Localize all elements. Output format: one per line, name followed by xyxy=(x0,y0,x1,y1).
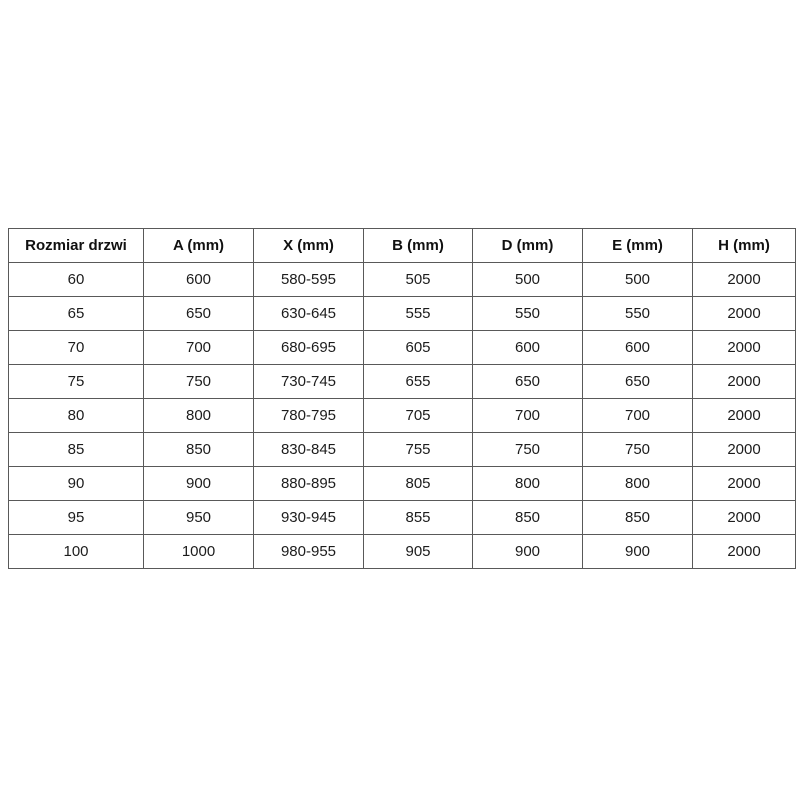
table-cell: 80 xyxy=(8,398,144,433)
table-row: 70 700 680-695 605 600 600 2000 xyxy=(8,330,796,365)
table-cell: 930-945 xyxy=(253,500,364,535)
table-cell: 505 xyxy=(363,262,473,297)
table-cell: 90 xyxy=(8,466,144,501)
table-cell: 2000 xyxy=(692,534,796,569)
table-cell: 605 xyxy=(363,330,473,365)
table-cell: 900 xyxy=(472,534,583,569)
table-cell: 850 xyxy=(472,500,583,535)
table-cell: 85 xyxy=(8,432,144,467)
table-cell: 500 xyxy=(582,262,693,297)
table-cell: 750 xyxy=(143,364,254,399)
table-cell: 700 xyxy=(472,398,583,433)
table-cell: 900 xyxy=(143,466,254,501)
table-cell: 2000 xyxy=(692,296,796,331)
table-cell: 700 xyxy=(582,398,693,433)
table-row: 75 750 730-745 655 650 650 2000 xyxy=(8,364,796,399)
table-cell: 680-695 xyxy=(253,330,364,365)
table-cell: 600 xyxy=(143,262,254,297)
table-cell: 630-645 xyxy=(253,296,364,331)
table-cell: 65 xyxy=(8,296,144,331)
table-cell: 905 xyxy=(363,534,473,569)
table-cell: 2000 xyxy=(692,500,796,535)
table-cell: 755 xyxy=(363,432,473,467)
table-row: 60 600 580-595 505 500 500 2000 xyxy=(8,262,796,297)
table-cell: 600 xyxy=(582,330,693,365)
table-header-row: Rozmiar drzwi A (mm) X (mm) B (mm) D (mm) E (… xyxy=(8,228,796,263)
table-row: 90 900 880-895 805 800 800 2000 xyxy=(8,466,796,501)
table-cell: 750 xyxy=(582,432,693,467)
table-cell: 880-895 xyxy=(253,466,364,501)
column-header: Rozmiar drzwi xyxy=(8,228,144,263)
table-cell: 855 xyxy=(363,500,473,535)
table-cell: 2000 xyxy=(692,330,796,365)
table-cell: 730-745 xyxy=(253,364,364,399)
table-cell: 2000 xyxy=(692,432,796,467)
column-header: B (mm) xyxy=(363,228,473,263)
table-row: 100 1000 980-955 905 900 900 2000 xyxy=(8,534,796,569)
table-cell: 650 xyxy=(582,364,693,399)
table-cell: 950 xyxy=(143,500,254,535)
table-cell: 655 xyxy=(363,364,473,399)
column-header: A (mm) xyxy=(143,228,254,263)
table-row: 85 850 830-845 755 750 750 2000 xyxy=(8,432,796,467)
table-row: 95 950 930-945 855 850 850 2000 xyxy=(8,500,796,535)
table-cell: 700 xyxy=(143,330,254,365)
table-cell: 980-955 xyxy=(253,534,364,569)
table-cell: 800 xyxy=(472,466,583,501)
column-header: X (mm) xyxy=(253,228,364,263)
table-cell: 75 xyxy=(8,364,144,399)
table-cell: 100 xyxy=(8,534,144,569)
table-cell: 1000 xyxy=(143,534,254,569)
column-header: E (mm) xyxy=(582,228,693,263)
table-cell: 850 xyxy=(143,432,254,467)
table-cell: 900 xyxy=(582,534,693,569)
table-cell: 650 xyxy=(143,296,254,331)
table-cell: 2000 xyxy=(692,398,796,433)
table-cell: 70 xyxy=(8,330,144,365)
table-cell: 705 xyxy=(363,398,473,433)
table-cell: 805 xyxy=(363,466,473,501)
table-cell: 800 xyxy=(143,398,254,433)
table-cell: 600 xyxy=(472,330,583,365)
table-cell: 850 xyxy=(582,500,693,535)
table-cell: 2000 xyxy=(692,466,796,501)
table-cell: 2000 xyxy=(692,364,796,399)
table-cell: 550 xyxy=(582,296,693,331)
table-cell: 750 xyxy=(472,432,583,467)
table-cell: 95 xyxy=(8,500,144,535)
table-cell: 800 xyxy=(582,466,693,501)
table-cell: 500 xyxy=(472,262,583,297)
table-cell: 580-595 xyxy=(253,262,364,297)
table-cell: 2000 xyxy=(692,262,796,297)
table-cell: 650 xyxy=(472,364,583,399)
table-row: 65 650 630-645 555 550 550 2000 xyxy=(8,296,796,331)
table-cell: 830-845 xyxy=(253,432,364,467)
table-cell: 780-795 xyxy=(253,398,364,433)
column-header: H (mm) xyxy=(692,228,796,263)
table-cell: 555 xyxy=(363,296,473,331)
door-size-table: Rozmiar drzwi A (mm) X (mm) B (mm) D (mm) E (… xyxy=(8,228,796,569)
column-header: D (mm) xyxy=(472,228,583,263)
table-row: 80 800 780-795 705 700 700 2000 xyxy=(8,398,796,433)
table-cell: 550 xyxy=(472,296,583,331)
table-cell: 60 xyxy=(8,262,144,297)
